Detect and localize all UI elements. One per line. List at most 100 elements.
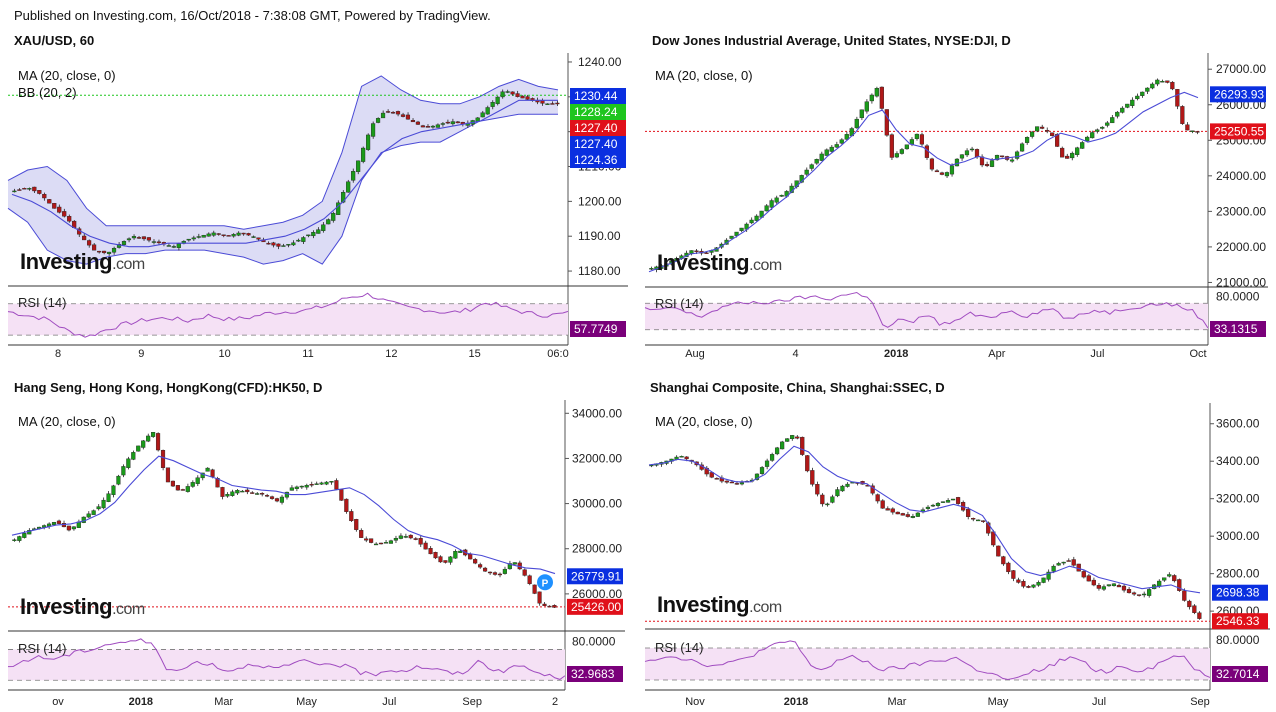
candle-body bbox=[774, 447, 780, 455]
candle-body bbox=[1131, 592, 1137, 595]
rsi-value-tag bbox=[1212, 666, 1268, 682]
candle-body bbox=[17, 536, 22, 541]
candle-body bbox=[408, 534, 413, 539]
candle-body bbox=[438, 556, 443, 563]
moving-average-line bbox=[648, 445, 1201, 594]
candle-body bbox=[945, 500, 951, 503]
candle-body bbox=[428, 547, 433, 555]
candle-body bbox=[27, 530, 32, 535]
candle-body bbox=[62, 211, 67, 217]
candle-body bbox=[356, 160, 361, 172]
logo-main: Investing bbox=[657, 592, 750, 617]
y-tick-label: 32000.00 bbox=[572, 451, 622, 465]
candle-body bbox=[206, 233, 211, 237]
candle-body bbox=[294, 486, 299, 489]
y-tick-label: 27000.00 bbox=[1216, 62, 1266, 76]
candle-body bbox=[704, 252, 709, 254]
x-tick-label: 9 bbox=[138, 348, 144, 360]
rsi-label: RSI (14) bbox=[655, 296, 704, 311]
rsi-line bbox=[644, 640, 1211, 680]
rsi-band-fill bbox=[645, 648, 1210, 680]
candle-body bbox=[555, 102, 560, 105]
candle-body bbox=[306, 234, 311, 237]
candle-body bbox=[1021, 581, 1026, 587]
candle-body bbox=[373, 543, 379, 546]
candle-body bbox=[225, 494, 230, 497]
candle-body bbox=[1071, 559, 1076, 566]
logo-suffix: .com bbox=[749, 257, 782, 274]
candle-body bbox=[1019, 143, 1025, 152]
candle-body bbox=[453, 550, 458, 559]
indicator-label: MA (20, close, 0) bbox=[655, 414, 753, 429]
candle-body bbox=[480, 112, 485, 118]
candle-body bbox=[388, 540, 393, 544]
investing-logo: Investing.com bbox=[657, 250, 782, 276]
candle-body bbox=[106, 251, 112, 254]
candle-body bbox=[201, 234, 206, 238]
candle-body bbox=[136, 237, 142, 239]
logo-suffix: .com bbox=[112, 256, 145, 273]
candle-body bbox=[976, 519, 981, 522]
candle-body bbox=[824, 149, 829, 156]
candle-body bbox=[914, 133, 919, 139]
candle-body bbox=[141, 440, 146, 448]
candle-body bbox=[930, 504, 936, 507]
candle-body bbox=[37, 190, 42, 194]
candle-body bbox=[959, 154, 965, 159]
x-tick-label: May bbox=[296, 696, 317, 708]
candle-body bbox=[799, 175, 804, 183]
candle-body bbox=[859, 109, 864, 119]
candle-body bbox=[266, 242, 271, 245]
candle-body bbox=[1162, 577, 1167, 581]
candle-body bbox=[495, 96, 500, 104]
candle-body bbox=[101, 250, 107, 254]
logo-suffix: .com bbox=[112, 601, 145, 618]
y-tick-label: 3200.00 bbox=[1216, 492, 1260, 506]
candle-body bbox=[111, 485, 116, 495]
candle-body bbox=[1140, 91, 1145, 96]
bollinger-lower-line bbox=[7, 113, 558, 265]
candle-body bbox=[160, 450, 166, 468]
price-label-tag bbox=[1212, 584, 1268, 601]
candle-body bbox=[879, 86, 884, 109]
x-tick-label: 2018 bbox=[784, 696, 808, 708]
candle-body bbox=[385, 111, 391, 113]
candle-body bbox=[844, 134, 849, 140]
candle-body bbox=[116, 244, 122, 248]
price-label-text: 1230.44 bbox=[574, 89, 618, 103]
candle-body bbox=[309, 484, 314, 486]
rsi-tick-label: 80.0000 bbox=[1216, 290, 1260, 304]
candle-body bbox=[1034, 126, 1040, 132]
candle-body bbox=[211, 232, 216, 236]
candle-body bbox=[904, 144, 909, 150]
rsi-tick-label: 80.0000 bbox=[572, 635, 616, 649]
candle-body bbox=[405, 114, 411, 120]
candle-body bbox=[1170, 81, 1175, 90]
candle-body bbox=[52, 203, 57, 209]
candle-body bbox=[170, 480, 176, 487]
x-tick-label: 2018 bbox=[884, 348, 908, 360]
candle-body bbox=[47, 199, 52, 204]
candle-body bbox=[935, 502, 941, 506]
rsi-label: RSI (14) bbox=[655, 640, 704, 655]
candle-body bbox=[1066, 560, 1071, 562]
y-tick-label: 1190.00 bbox=[578, 229, 621, 243]
candle-body bbox=[899, 149, 904, 154]
candle-body bbox=[301, 237, 306, 242]
candle-body bbox=[1075, 147, 1080, 155]
candle-body bbox=[236, 232, 241, 236]
rsi-line bbox=[7, 638, 566, 680]
candle-body bbox=[96, 506, 101, 510]
candle-body bbox=[1070, 152, 1075, 159]
y-tick-label: 1200.00 bbox=[578, 194, 622, 208]
candle-body bbox=[448, 556, 453, 563]
rsi-value-text: 33.1315 bbox=[1214, 322, 1258, 336]
candle-body bbox=[515, 93, 520, 97]
candle-body bbox=[329, 481, 334, 483]
candle-body bbox=[32, 186, 37, 192]
candle-body bbox=[250, 492, 255, 494]
candle-body bbox=[840, 485, 845, 492]
candle-body bbox=[245, 489, 250, 493]
candle-body bbox=[186, 238, 191, 241]
y-tick-label: 24000.00 bbox=[1216, 169, 1266, 183]
